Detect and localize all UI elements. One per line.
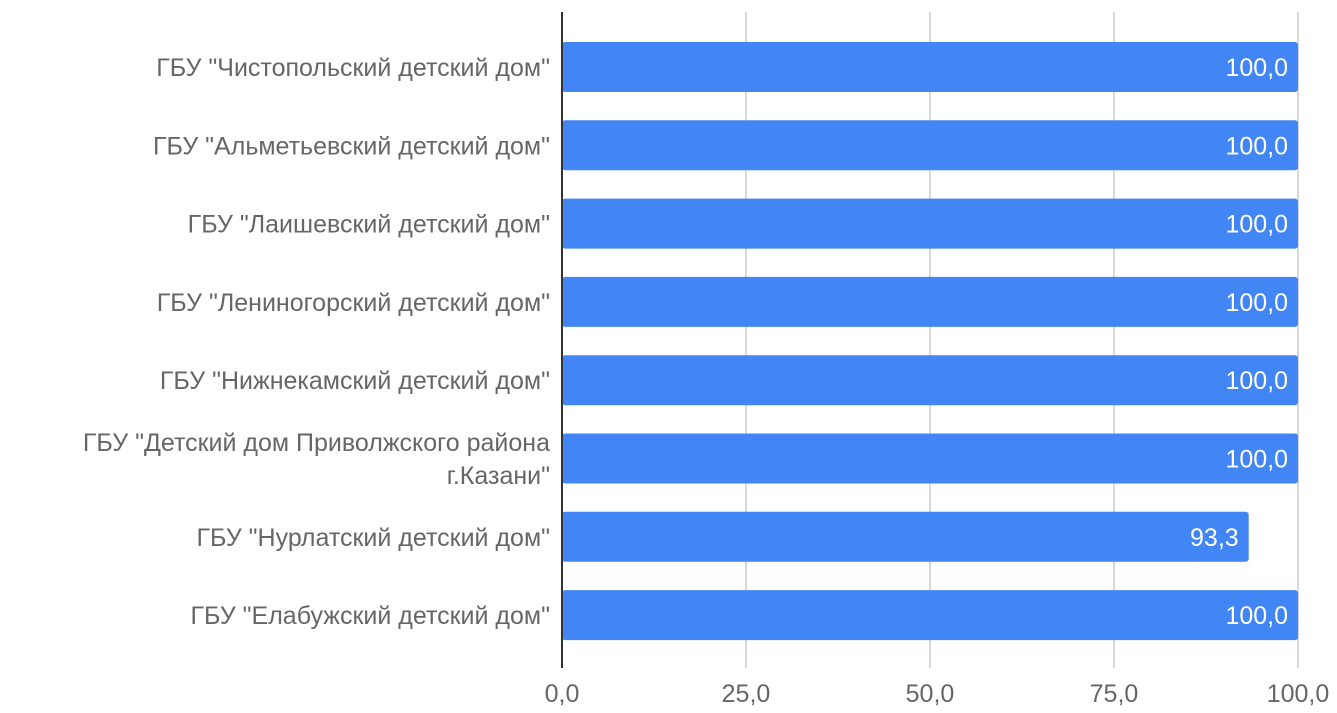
category-label: ГБУ "Чистопольский детский дом" <box>156 54 550 82</box>
x-tick-label: 75,0 <box>1090 680 1139 708</box>
bar <box>562 42 1298 92</box>
bar-data-label: 100,0 <box>1225 132 1288 160</box>
labels: 0,0 25,0 50,0 75,0 100,0 100,0 ГБУ "Чистопольс… <box>83 54 1329 708</box>
bar-data-label: 100,0 <box>1225 289 1288 317</box>
gridlines <box>745 12 1299 668</box>
bar <box>562 355 1298 406</box>
category-label: ГБУ "Нижнекамский детский дом" <box>160 367 550 395</box>
category-label: ГБУ "Лаишевский детский дом" <box>188 211 550 239</box>
bar <box>562 511 1249 562</box>
bar-data-label: 100,0 <box>1225 446 1288 474</box>
x-tick-label: 0,0 <box>545 680 580 708</box>
bar-data-label: 100,0 <box>1225 54 1288 82</box>
category-label: ГБУ "Елабужский детский дом" <box>190 602 550 630</box>
bar-data-label: 100,0 <box>1225 211 1288 239</box>
bars <box>562 42 1298 641</box>
bar-data-label: 100,0 <box>1225 367 1288 395</box>
category-label: ГБУ "Детский дом Приволжского района <box>83 429 550 457</box>
x-tick-label: 50,0 <box>906 680 955 708</box>
category-label: г.Казани" <box>447 462 550 490</box>
bar <box>562 198 1298 249</box>
bar <box>562 120 1298 171</box>
bar-data-label: 93,3 <box>1190 524 1239 552</box>
bar <box>562 276 1298 327</box>
category-label: ГБУ "Нурлатский детский дом" <box>196 524 550 552</box>
x-tick-label: 25,0 <box>722 680 771 708</box>
category-label: ГБУ "Альметьевский детский дом" <box>153 132 550 160</box>
bar <box>562 590 1298 641</box>
bar <box>562 433 1298 484</box>
bar-data-label: 100,0 <box>1225 602 1288 630</box>
x-tick-label: 100,0 <box>1267 680 1330 708</box>
category-label: ГБУ "Лениногорский детский дом" <box>157 289 550 317</box>
